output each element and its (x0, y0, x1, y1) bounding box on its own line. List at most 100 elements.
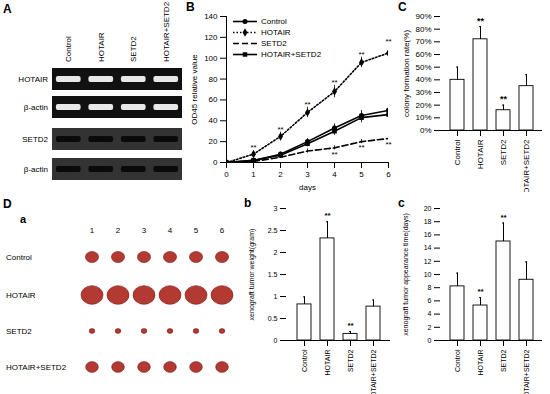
svg-text:Control: Control (6, 253, 32, 262)
svg-text:**: ** (250, 143, 256, 152)
svg-text:HOTAIR: HOTAIR (6, 291, 36, 300)
svg-text:14: 14 (424, 244, 432, 251)
svg-text:60%: 60% (415, 50, 431, 59)
svg-text:90%: 90% (415, 12, 431, 21)
svg-text:SETD2: SETD2 (499, 139, 508, 165)
svg-text:HOTAIR+SETD2: HOTAIR+SETD2 (6, 363, 67, 372)
svg-text:**: ** (324, 211, 331, 220)
svg-text:xenograft tumor appearance tim: xenograft tumor appearance time(days) (402, 213, 410, 336)
svg-text:HOTAIR: HOTAIR (477, 350, 484, 376)
svg-text:0.5: 0.5 (268, 315, 278, 322)
svg-text:HOTAIR: HOTAIR (97, 32, 106, 62)
svg-text:days: days (299, 183, 316, 192)
svg-text:20: 20 (424, 205, 432, 212)
html-text:HOTAIR: HOTAIR (261, 28, 291, 37)
svg-text:2: 2 (428, 324, 432, 331)
svg-text:0%: 0% (420, 126, 432, 135)
svg-text:4: 4 (168, 226, 173, 235)
svg-text:β-actin: β-actin (24, 165, 48, 174)
svg-text:40: 40 (209, 116, 218, 125)
svg-text:Control: Control (64, 36, 73, 62)
svg-text:0: 0 (274, 337, 278, 344)
svg-text:10: 10 (424, 271, 432, 278)
svg-text:3: 3 (305, 170, 310, 179)
svg-text:**: ** (385, 140, 391, 149)
svg-text:60: 60 (209, 95, 218, 104)
svg-text:HOTAIR: HOTAIR (476, 139, 485, 169)
svg-text:**: ** (347, 321, 354, 330)
svg-text:**: ** (331, 78, 337, 87)
svg-text:30%: 30% (415, 88, 431, 97)
svg-text:0: 0 (428, 337, 432, 344)
svg-text:5: 5 (194, 226, 199, 235)
svg-text:D: D (3, 197, 12, 211)
svg-text:OD45 relative value: OD45 relative value (190, 54, 199, 125)
svg-text:HOTAIR: HOTAIR (18, 75, 48, 84)
svg-text:50%: 50% (415, 63, 431, 72)
svg-text:4: 4 (428, 310, 432, 317)
svg-text:SETD2: SETD2 (22, 135, 48, 144)
svg-text:xenograft tumor weight(gram): xenograft tumor weight(gram) (248, 229, 256, 321)
svg-text:6: 6 (220, 226, 225, 235)
svg-text:80%: 80% (415, 25, 431, 34)
svg-text:**: ** (358, 143, 364, 152)
svg-text:A: A (3, 2, 12, 16)
svg-text:1: 1 (90, 226, 95, 235)
svg-text:**: ** (385, 37, 391, 46)
svg-text:a: a (20, 213, 27, 225)
svg-text:SETD2: SETD2 (500, 349, 507, 372)
svg-text:**: ** (500, 94, 508, 104)
svg-text:β-actin: β-actin (24, 103, 48, 112)
svg-text:**: ** (477, 16, 485, 26)
svg-text:HOTAIR+SETD2: HOTAIR+SETD2 (162, 1, 171, 62)
svg-text:SETD2: SETD2 (129, 36, 138, 62)
svg-text:2.5: 2.5 (268, 227, 278, 234)
svg-text:HOTAIR+SETD2: HOTAIR+SETD2 (522, 139, 531, 192)
svg-text:20: 20 (209, 137, 218, 146)
svg-text:4: 4 (332, 170, 337, 179)
svg-text:80: 80 (209, 75, 218, 84)
svg-text:**: ** (358, 50, 364, 59)
svg-text:120: 120 (204, 33, 218, 42)
svg-text:**: ** (500, 213, 507, 222)
html-text:SETD2: SETD2 (261, 39, 287, 48)
svg-text:1: 1 (251, 170, 256, 179)
svg-text:HOTAIR: HOTAIR (324, 350, 331, 376)
svg-text:16: 16 (424, 231, 432, 238)
svg-text:3: 3 (274, 205, 278, 212)
svg-text:12: 12 (424, 258, 432, 265)
svg-text:SETD2: SETD2 (6, 327, 32, 336)
svg-text:18: 18 (424, 218, 432, 225)
svg-text:**: ** (277, 125, 283, 134)
svg-text:1.5: 1.5 (268, 271, 278, 278)
svg-text:2: 2 (278, 170, 283, 179)
svg-text:Control: Control (453, 139, 462, 165)
svg-text:10%: 10% (415, 113, 431, 122)
svg-text:100: 100 (204, 54, 218, 63)
svg-text:Control: Control (301, 349, 308, 372)
html-text:B: B (186, 0, 195, 14)
svg-text:0: 0 (213, 158, 218, 167)
svg-text:8: 8 (428, 284, 432, 291)
svg-text:2: 2 (274, 249, 278, 256)
svg-text:HOTAIR+SETD2: HOTAIR+SETD2 (523, 349, 530, 394)
svg-text:20%: 20% (415, 101, 431, 110)
svg-text:SETD2: SETD2 (347, 349, 354, 372)
svg-text:6: 6 (428, 297, 432, 304)
svg-text:**: ** (477, 287, 484, 296)
svg-text:40%: 40% (415, 75, 431, 84)
svg-text:**: ** (304, 100, 310, 109)
svg-text:Control: Control (454, 349, 461, 372)
svg-text:colony formation rate(%): colony formation rate(%) (402, 30, 411, 117)
svg-text:3: 3 (142, 226, 147, 235)
svg-text:1: 1 (274, 293, 278, 300)
svg-text:2: 2 (116, 226, 121, 235)
svg-text:140: 140 (204, 12, 218, 21)
svg-text:6: 6 (386, 170, 391, 179)
svg-text:**: ** (331, 150, 337, 159)
html-text:Control: Control (261, 17, 287, 26)
svg-text:0: 0 (224, 170, 229, 179)
svg-text:5: 5 (359, 170, 364, 179)
svg-text:HOTAIR+SETD2: HOTAIR+SETD2 (370, 349, 377, 394)
svg-text:70%: 70% (415, 37, 431, 46)
